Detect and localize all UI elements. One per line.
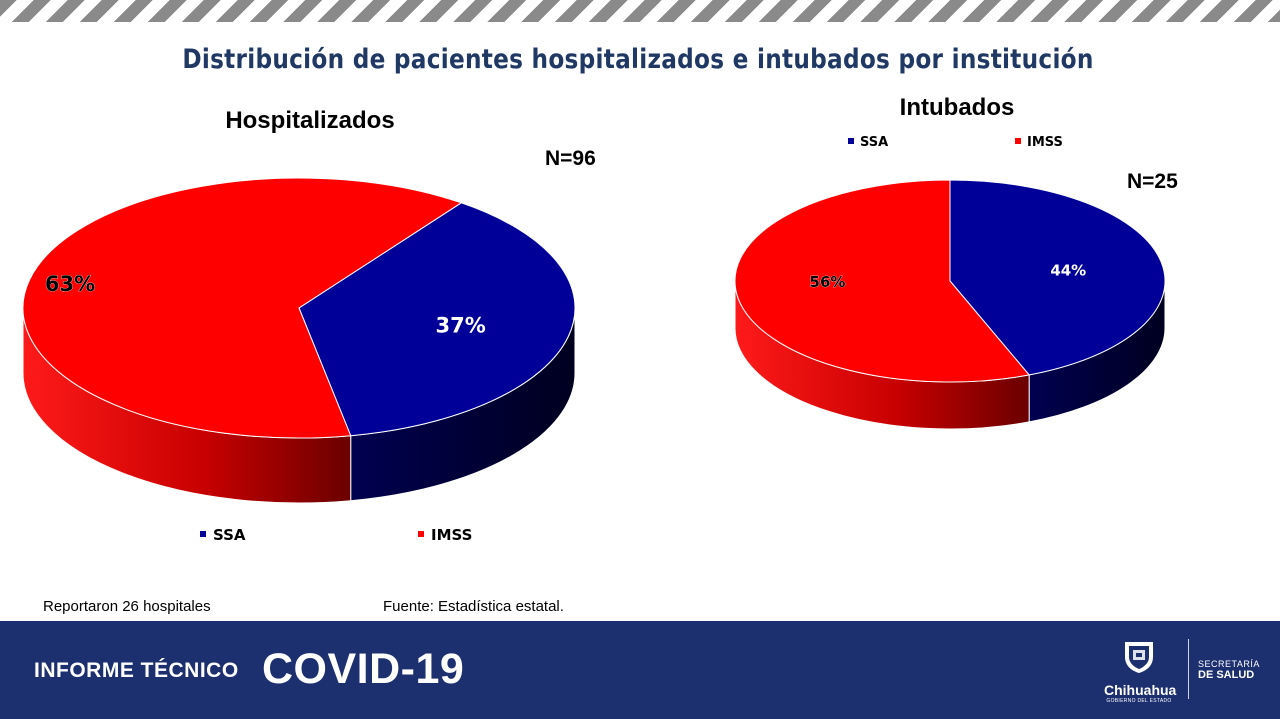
pie-label-ssa: 37% xyxy=(435,313,485,337)
logo-divider xyxy=(1188,639,1189,699)
pie-label-imss: 63% xyxy=(45,272,95,296)
logo-dept-top: SECRETARÍA xyxy=(1198,659,1260,669)
page-title: Distribución de pacientes hospitalizados… xyxy=(182,44,1094,75)
logo-dept-bottom: DE SALUD xyxy=(1198,669,1255,681)
footer-bar: INFORME TÉCNICO COVID-19 Chihuahua GOBIE… xyxy=(0,621,1280,719)
chart-title-hospitalizados: Hospitalizados xyxy=(225,107,394,134)
logo-state-name: Chihuahua xyxy=(1104,682,1177,698)
legend-label-ssa: SSA xyxy=(860,135,888,150)
pie-label-ssa: 44% xyxy=(1050,262,1086,280)
chart-title-intubados: Intubados xyxy=(900,94,1015,121)
charts-canvas: Hospitalizados N=96 37% 63% SSA IMSS Intu… xyxy=(22,94,1178,544)
legend-swatch-imss xyxy=(418,531,424,537)
covid-label: COVID-19 xyxy=(262,645,465,693)
report-label: INFORME TÉCNICO xyxy=(34,659,239,682)
health-dept-logo: SECRETARÍA DE SALUD xyxy=(1198,659,1260,681)
state-shield-icon xyxy=(1125,642,1153,673)
top-stripe-decoration xyxy=(0,0,1280,22)
chihuahua-logo: Chihuahua GOBIERNO DEL ESTADO xyxy=(1104,639,1177,704)
legend-label-imss: IMSS xyxy=(1027,135,1063,150)
chart-intubados: Intubados SSA IMSS N=25 44% 56% xyxy=(734,94,1178,430)
pie-label-imss: 56% xyxy=(810,273,846,291)
legend-swatch-imss xyxy=(1015,138,1021,144)
legend-intubados: SSA IMSS xyxy=(848,135,1063,150)
chart-hospitalizados: Hospitalizados N=96 37% 63% SSA IMSS xyxy=(22,107,596,544)
legend-swatch-ssa xyxy=(848,138,854,144)
pie-slice-ssa xyxy=(949,179,1166,376)
logo-state-sub: GOBIERNO DEL ESTADO xyxy=(1106,698,1172,704)
source-note: Fuente: Estadística estatal. xyxy=(383,598,564,615)
legend-hospitalizados: SSA IMSS xyxy=(200,526,472,544)
pie-slice-imss xyxy=(734,179,1031,383)
pie-slice-imss xyxy=(22,177,463,439)
legend-swatch-ssa xyxy=(200,531,206,537)
legend-label-imss: IMSS xyxy=(431,526,472,544)
n-label-hospitalizados: N=96 xyxy=(545,147,596,170)
pie-slice-ssa xyxy=(298,202,576,437)
hospitals-reported-note: Reportaron 26 hospitales xyxy=(43,598,211,615)
pie-hospitalizados: 37% 63% xyxy=(22,177,576,504)
pie-intubados: 44% 56% xyxy=(734,179,1166,430)
n-label-intubados: N=25 xyxy=(1127,170,1178,193)
legend-label-ssa: SSA xyxy=(213,526,246,544)
